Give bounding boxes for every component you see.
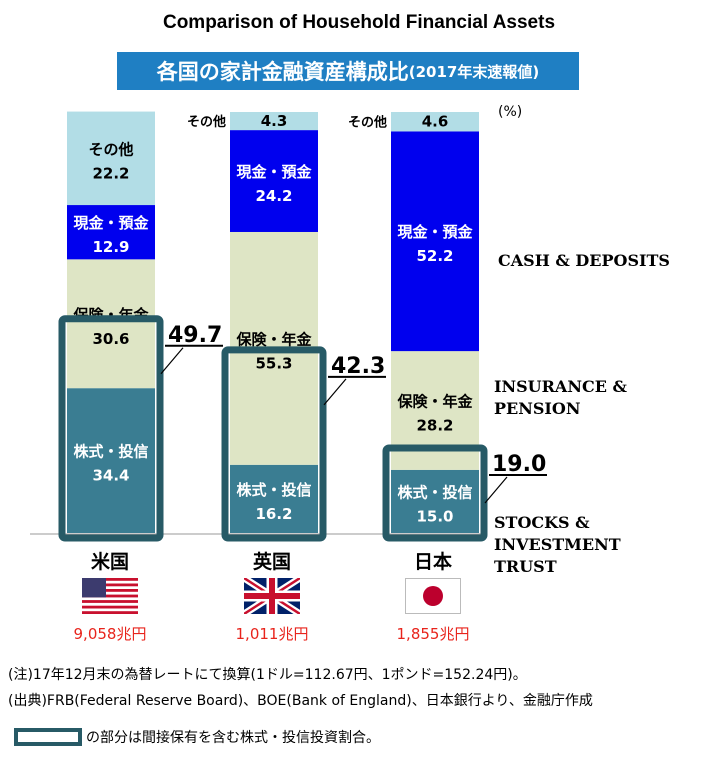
segment-value: 4.6: [422, 113, 449, 131]
segment-value: 12.9: [92, 238, 129, 256]
bar-segment: [67, 388, 155, 533]
category-title-cash-line: CASH & DEPOSITS: [498, 251, 670, 270]
segment-value: 34.4: [92, 467, 129, 485]
bar-segment: [391, 469, 479, 533]
bar-segment: [230, 464, 318, 533]
category-title-insurance-line: PENSION: [494, 399, 581, 418]
segment-label: その他: [88, 140, 133, 158]
category-title-stocks-line: INVESTMENT: [494, 535, 621, 554]
japan-flag-icon: [405, 578, 461, 614]
segment-value: 22.2: [92, 164, 129, 182]
total-assets-us: 9,058兆円: [73, 625, 147, 643]
bar-segment: [391, 131, 479, 352]
category-title-insurance: INSURANCE & PENSION: [494, 376, 627, 420]
segment-value: 52.2: [416, 247, 453, 265]
segment-label: 現金・預金: [73, 214, 149, 232]
bar-segment: [67, 111, 155, 206]
segment-label: 保険・年金: [396, 392, 473, 410]
indirect-holding-frame: [58, 315, 164, 542]
segment-label: 保険・年金: [235, 330, 312, 348]
segment-label: 株式・投信: [236, 481, 311, 499]
chart-title: Comparison of Household Financial Assets: [162, 12, 556, 33]
segment-value: 4.3: [261, 112, 288, 130]
segment-value: 24.2: [255, 187, 292, 205]
indirect-holding-leader: [484, 476, 508, 504]
country-label-japan: 日本: [413, 551, 452, 573]
segment-label: 現金・預金: [236, 163, 312, 181]
uk-flag-icon: [244, 578, 300, 614]
category-title-stocks-line: STOCKS &: [494, 513, 590, 532]
country-label-us: 米国: [90, 551, 129, 573]
indirect-holding-value: 42.3: [331, 354, 385, 379]
bar-segment: [67, 205, 155, 260]
legend-indirect-holding-text: の部分は間接保有を含む株式・投信投資割合。: [86, 730, 380, 746]
segment-value: 15.0: [416, 507, 453, 525]
footnote-source: (出典)FRB(Federal Reserve Board)、BOE(Bank …: [8, 693, 593, 709]
indirect-holding-frame: [382, 444, 488, 542]
subtitle-main: 各国の家計金融資産構成比: [156, 60, 409, 84]
indirect-holding-value: 49.7: [168, 323, 222, 348]
legend-indirect-holding-swatch: [14, 728, 82, 746]
bar-segment: [230, 112, 318, 131]
segment-label: 株式・投信: [397, 483, 472, 501]
subtitle-note: (2017年末速報値): [408, 62, 540, 81]
category-title-stocks: STOCKS & INVESTMENT TRUST: [494, 512, 621, 578]
indirect-holding-leader: [160, 347, 184, 375]
total-assets-japan: 1,855兆円: [396, 625, 470, 643]
unit-label: (%): [498, 104, 523, 120]
segment-label: その他: [187, 114, 226, 130]
indirect-holding-leader: [323, 378, 347, 406]
bar-segment: [391, 112, 479, 132]
segment-label: 現金・預金: [397, 223, 473, 241]
country-label-uk: 英国: [252, 551, 291, 573]
total-assets-uk: 1,011兆円: [235, 625, 309, 643]
segment-value: 28.2: [416, 416, 453, 434]
segment-label: その他: [348, 115, 387, 131]
bar-segment: [67, 259, 155, 389]
segment-value: 16.2: [255, 505, 292, 523]
segment-value: 55.3: [255, 354, 292, 372]
segment-label: 株式・投信: [73, 443, 148, 461]
category-title-cash: CASH & DEPOSITS: [498, 250, 670, 272]
indirect-holding-value: 19.0: [492, 452, 546, 477]
us-flag-icon: [82, 578, 138, 614]
category-title-stocks-line: TRUST: [494, 557, 557, 576]
indirect-holding-frame: [221, 346, 327, 542]
footnote-exchange-rate: (注)17年12月末の為替レートにて換算(1ドル=112.67円、1ポンド=15…: [8, 667, 527, 683]
segment-value: 30.6: [92, 330, 129, 348]
chart-subtitle: 各国の家計金融資産構成比 (2017年末速報値): [117, 52, 579, 90]
bar-segment: [230, 130, 318, 232]
category-title-insurance-line: INSURANCE &: [494, 377, 627, 396]
